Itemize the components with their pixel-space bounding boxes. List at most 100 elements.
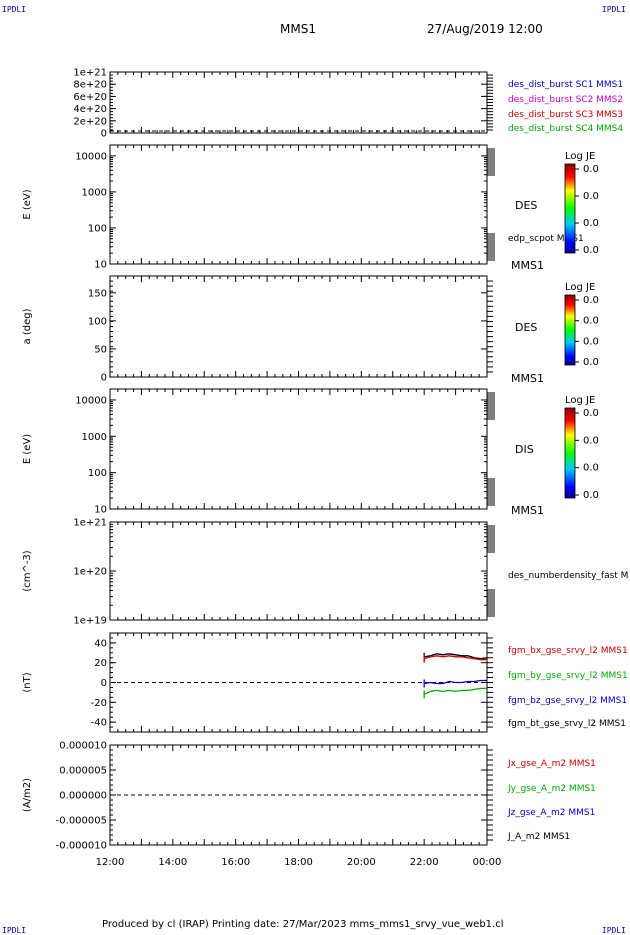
x-tick-label: 20:00 <box>347 857 376 868</box>
y-tick-label: 0.000010 <box>59 741 107 752</box>
series-line <box>424 653 488 660</box>
legend-entry: fgm_bx_gse_srvy_l2 MMS1 <box>508 646 628 656</box>
y-tick-label: 1e+21 <box>73 518 107 529</box>
legend-entry: fgm_bt_gse_srvy_l2 MMS1 <box>508 719 626 729</box>
y-tick-label: 20 <box>94 658 107 669</box>
y-tick-label: 100 <box>88 223 107 234</box>
series-line <box>424 655 487 661</box>
plot-title: MMS1 <box>280 22 316 36</box>
panel-dis_energy: 10000 1000 100 10 E (eV) DIS MMS1 Log JE 0.0 0.0 0… <box>22 388 599 517</box>
legend-entry: des_dist_burst SC3 MMS3 <box>508 110 623 120</box>
colorbar <box>564 294 576 366</box>
corner-label-bottom-right: IPDLI <box>601 926 626 935</box>
overlay-label: edp_scpot MMS1 <box>508 234 584 244</box>
series-line <box>423 687 487 695</box>
panel-frame <box>109 275 488 378</box>
panel-bottom-label: MMS1 <box>511 372 544 385</box>
panel-side-label: DES <box>515 199 537 212</box>
colorbar-tick-label: 0.0 <box>583 435 599 446</box>
y-tick-label: -0.000005 <box>56 816 107 827</box>
y-tick-label: 0.000005 <box>59 766 107 777</box>
x-tick-label: 18:00 <box>284 857 313 868</box>
y-tick-label: 10000 <box>75 151 107 162</box>
colorbar-tick-label: 0.0 <box>583 164 599 175</box>
colorbar-tick-label: 0.0 <box>583 218 599 229</box>
x-tick-label: 12:00 <box>96 857 125 868</box>
y-tick-label: 10 <box>94 260 107 271</box>
panel-bottom-label: MMS1 <box>511 504 544 517</box>
y-tick-label: 0.000000 <box>59 791 107 802</box>
colorbar-tick-label: 0.0 <box>583 490 599 501</box>
panel-fgm: 40 20 0 -20 -40 (nT) fgm_bx_gse_srvy_l2 MMS1 fg… <box>22 632 628 733</box>
colorbar-tick-label: 0.0 <box>583 191 599 202</box>
panel-side-label: DES <box>515 321 537 334</box>
colorbar-tick-label: 0.0 <box>583 408 599 419</box>
legend-entry: Jy_gse_A_m2 MMS1 <box>507 784 596 794</box>
x-tick-label: 16:00 <box>221 857 250 868</box>
y-tick-label: 1000 <box>82 432 107 443</box>
colorbar-tick-label: 0.0 <box>583 316 599 327</box>
x-tick-label: 00:00 <box>473 857 502 868</box>
y-tick-label: 1e+19 <box>73 616 107 627</box>
panel-des_pitch: 150 100 50 0 a (deg) DES MMS1 Log JE 0.0 0.0 0.0 0.… <box>22 275 599 385</box>
y-tick-label: 4e+20 <box>73 104 107 115</box>
colorbar <box>564 407 576 499</box>
legend-entry: des_numberdensity_fast M <box>508 571 628 581</box>
plot-datetime: 27/Aug/2019 12:00 <box>427 22 543 36</box>
panel-des_energy: 10000 1000 100 10 E (eV) DES MMS1 edp_scpot MMS… <box>22 144 599 272</box>
corner-label-top-right: IPDLI <box>601 5 626 14</box>
corner-label-top-left: IPDLI <box>2 5 27 14</box>
y-axis-label: E (eV) <box>22 434 33 464</box>
panel-frame <box>109 521 488 621</box>
legend-entry: des_dist_burst SC4 MMS4 <box>508 124 623 134</box>
legend-entry: des_dist_burst SC2 MMS2 <box>508 95 623 105</box>
panel-density: 1e+21 1e+20 1e+19 (cm^-3) des_numberdensity_… <box>22 518 628 627</box>
y-tick-label: -40 <box>91 718 107 729</box>
panel-side-label: DIS <box>515 443 534 456</box>
corner-label-bottom-left: IPDLI <box>2 926 27 935</box>
y-tick-label: 100 <box>88 316 107 327</box>
y-tick-label: 0 <box>101 373 107 384</box>
y-tick-label: 10000 <box>75 395 107 406</box>
y-tick-label: 1e+20 <box>73 567 107 578</box>
y-axis-label: (A/m2) <box>22 778 33 812</box>
panel-current: 0.000010 0.000005 0.000000 -0.000005 -0.0000… <box>22 741 596 852</box>
y-tick-label: 6e+20 <box>73 92 107 103</box>
y-tick-label: -0.000010 <box>56 841 107 852</box>
legend-entry: fgm_bz_gse_srvy_l2 MMS1 <box>508 696 627 706</box>
y-axis-label: (nT) <box>22 672 33 692</box>
legend-entry: des_dist_burst SC1 MMS1 <box>508 80 623 90</box>
y-tick-label: 150 <box>88 288 107 299</box>
footer-text: Produced by cl (IRAP) Printing date: 27/… <box>102 919 504 930</box>
colorbar-tick-label: 0.0 <box>583 245 599 256</box>
y-tick-label: 8e+20 <box>73 80 107 91</box>
colorbar-tick-label: 0.0 <box>583 357 599 368</box>
panel-bottom-label: MMS1 <box>511 259 544 272</box>
legend-entry: Jx_gse_A_m2 MMS1 <box>507 759 596 769</box>
y-axis-label: a (deg) <box>22 308 33 344</box>
colorbar-tick-label: 0.0 <box>583 336 599 347</box>
y-tick-label: 0 <box>101 129 107 140</box>
y-axis-label: E (eV) <box>22 189 33 219</box>
colorbar-title: Log JE <box>565 282 595 293</box>
colorbar <box>564 163 576 254</box>
colorbar-tick-label: 0.0 <box>583 295 599 306</box>
y-tick-label: 2e+20 <box>73 116 107 127</box>
colorbar-tick-label: 0.0 <box>583 463 599 474</box>
legend-entry: fgm_by_gse_srvy_l2 MMS1 <box>508 671 628 681</box>
x-tick-label: 22:00 <box>410 857 439 868</box>
x-tick-label: 14:00 <box>158 857 187 868</box>
legend-entry: J_A_m2 MMS1 <box>507 832 570 842</box>
y-tick-label: 50 <box>94 344 107 355</box>
y-tick-label: 100 <box>88 468 107 479</box>
y-tick-label: -20 <box>91 698 107 709</box>
y-tick-label: 1e+21 <box>73 68 107 79</box>
y-tick-label: 1000 <box>82 187 107 198</box>
panel-frame <box>109 71 488 134</box>
panel-frame <box>109 388 488 510</box>
colorbar-title: Log JE <box>565 151 595 162</box>
y-axis-label: (cm^-3) <box>22 550 33 591</box>
y-tick-label: 40 <box>94 638 107 649</box>
